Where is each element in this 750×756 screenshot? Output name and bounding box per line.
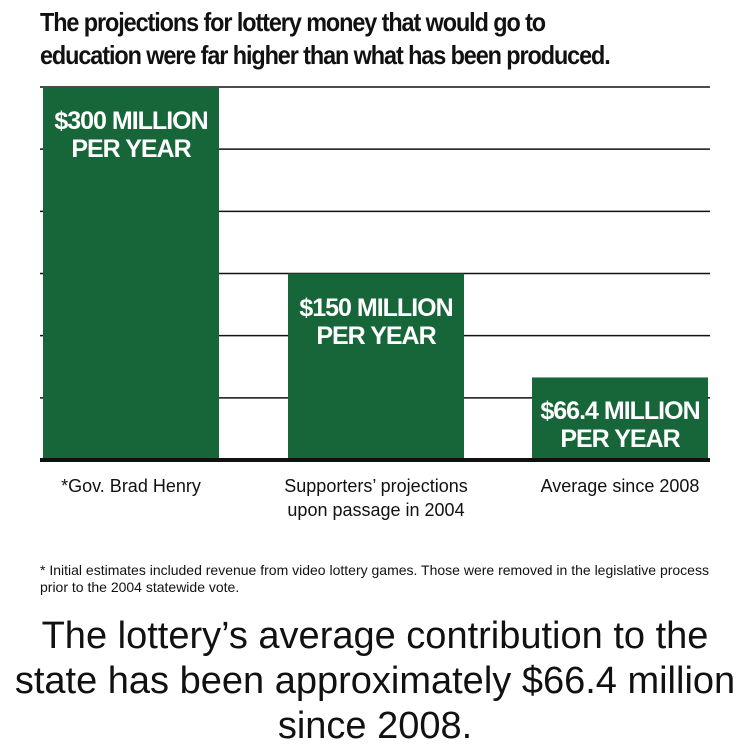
bar bbox=[532, 377, 708, 460]
chart-title: The projections for lottery money that w… bbox=[40, 7, 611, 70]
x-tick-label: Average since 2008 bbox=[540, 476, 700, 496]
x-tick-label: Supporters’ projections upon passage in … bbox=[284, 476, 468, 520]
bar bbox=[288, 273, 464, 460]
x-tick-label: *Gov. Brad Henry bbox=[61, 476, 201, 496]
footnote: * Initial estimates included revenue fro… bbox=[40, 562, 709, 595]
value-label: $66.4 MILLION PER YEAR bbox=[540, 397, 700, 454]
value-label: $300 MILLION PER YEAR bbox=[54, 107, 208, 163]
bar bbox=[43, 87, 219, 460]
conclusion: The lottery’s average contribution to th… bbox=[14, 615, 736, 747]
value-label: $150 MILLION PER YEAR bbox=[299, 293, 453, 350]
